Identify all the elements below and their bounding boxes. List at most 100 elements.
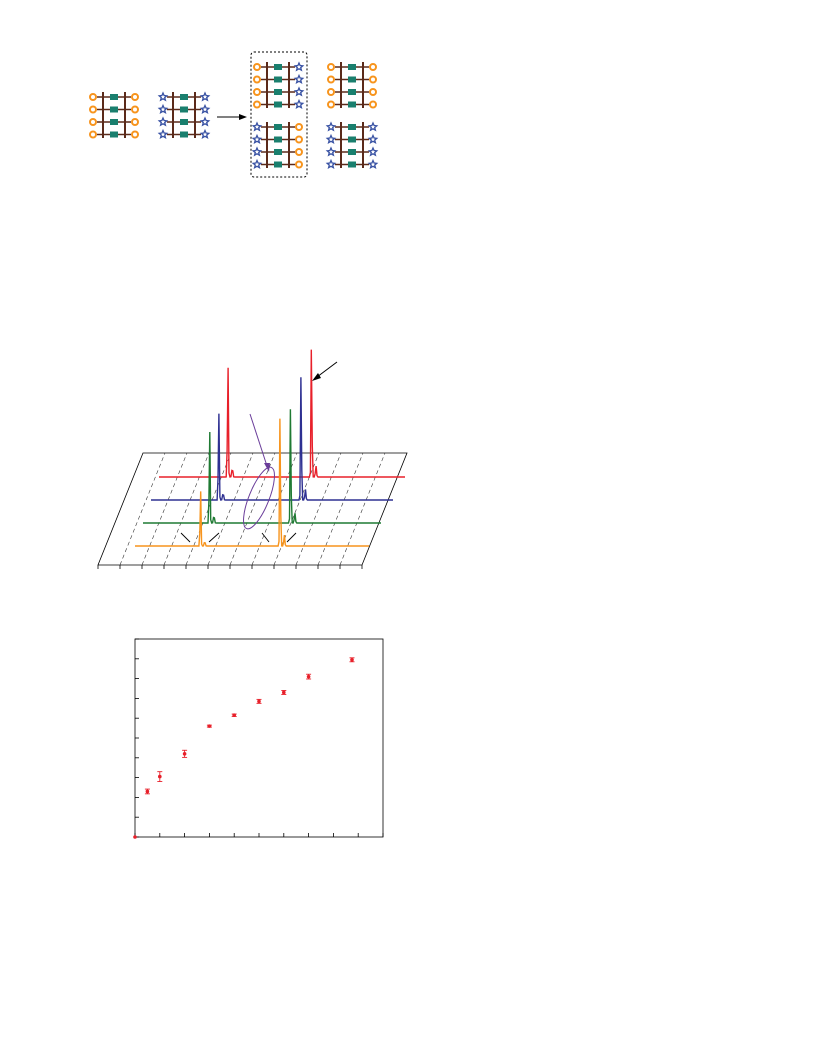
baseline-arrow [180, 532, 191, 543]
circle-end-icon [89, 93, 97, 101]
star-end-icon [367, 146, 379, 157]
baseline-arrow [286, 532, 297, 543]
circle-end-icon [369, 63, 377, 71]
circle-end-icon [89, 130, 97, 139]
circle-end-icon [327, 88, 335, 96]
origin-point [133, 835, 137, 839]
star-end-icon [157, 103, 169, 115]
series-line-green [143, 409, 381, 524]
grid-line [295, 452, 342, 566]
circle-end-icon [89, 118, 97, 126]
data-point [282, 690, 286, 695]
ladder-molecule [253, 61, 305, 110]
star-end-icon [157, 128, 169, 140]
circle-end-icon [369, 75, 377, 84]
series-line-blue [151, 377, 393, 501]
rung-block [348, 149, 356, 155]
ladder-molecule [89, 92, 139, 139]
series-line-orange [135, 418, 369, 547]
circle-end-icon [131, 130, 139, 139]
star-end-icon [367, 133, 379, 145]
star-end-icon [157, 116, 169, 127]
circle-end-icon [369, 100, 377, 109]
rung-block [348, 101, 356, 108]
grid-line [141, 452, 188, 566]
data-point [257, 699, 261, 704]
rung-block [180, 131, 188, 138]
rung-block [274, 76, 282, 83]
plot-frame [134, 638, 384, 838]
schematic-panel [89, 51, 379, 178]
annotation-arrow [316, 361, 338, 378]
ladder-molecule [325, 121, 379, 170]
star-end-icon [251, 133, 263, 145]
ladder-molecule [157, 91, 211, 140]
scatter-chart [133, 638, 384, 839]
star-end-icon [293, 98, 305, 110]
dashed-box-icon [250, 51, 308, 178]
circle-end-icon [253, 75, 261, 84]
star-end-icon [325, 158, 337, 170]
rung-block [180, 119, 188, 125]
circle-end-icon [131, 118, 139, 126]
rung-block [180, 94, 188, 100]
star-end-icon [199, 91, 211, 102]
circle-end-icon [131, 105, 139, 114]
data-point [145, 789, 150, 794]
rung-block [110, 119, 118, 125]
rung-block [348, 136, 356, 143]
circle-end-icon [327, 63, 335, 71]
rung-block [180, 106, 188, 113]
grid-line [119, 452, 166, 566]
star-end-icon [293, 86, 305, 97]
grid-line [229, 452, 276, 566]
star-end-icon [367, 121, 379, 132]
circle-end-icon [253, 100, 261, 109]
plot-plane [97, 452, 408, 566]
circle-end-icon [327, 100, 335, 109]
star-end-icon [251, 121, 263, 132]
star-end-icon [199, 103, 211, 115]
circle-end-icon [295, 160, 303, 169]
rung-block [348, 161, 356, 168]
grid-line [185, 452, 232, 566]
grid-line [339, 452, 386, 566]
annotation-arrowhead [312, 373, 321, 381]
data-point [207, 724, 212, 728]
rung-block [274, 101, 282, 108]
rung-block [348, 76, 356, 83]
rung-block [348, 124, 356, 130]
rung-block [274, 161, 282, 168]
rung-block [274, 136, 282, 143]
circle-end-icon [295, 148, 303, 156]
annotation-arrowhead-purple [264, 463, 270, 472]
grid-line [163, 452, 210, 566]
grid-line [273, 452, 320, 566]
data-point [158, 774, 162, 779]
rung-block [274, 89, 282, 95]
star-end-icon [157, 91, 169, 102]
circle-end-icon [89, 105, 97, 114]
rung-block [110, 94, 118, 100]
star-end-icon [293, 73, 305, 85]
circle-end-icon [131, 93, 139, 101]
star-end-icon [325, 121, 337, 132]
ladder-molecule [327, 62, 377, 109]
series-line-red [159, 349, 405, 478]
grid-line [207, 452, 254, 566]
annotation-ellipse [243, 466, 275, 530]
star-end-icon [251, 158, 263, 170]
circle-end-icon [253, 88, 261, 96]
data-point [182, 752, 187, 756]
data-point [306, 674, 311, 679]
star-end-icon [199, 128, 211, 140]
data-point [232, 713, 236, 718]
waterfall-chart [97, 349, 408, 569]
arrowhead-icon [239, 114, 247, 120]
circle-end-icon [369, 88, 377, 96]
rung-block [274, 149, 282, 155]
star-end-icon [325, 146, 337, 157]
star-end-icon [251, 146, 263, 157]
rung-block [274, 64, 282, 70]
